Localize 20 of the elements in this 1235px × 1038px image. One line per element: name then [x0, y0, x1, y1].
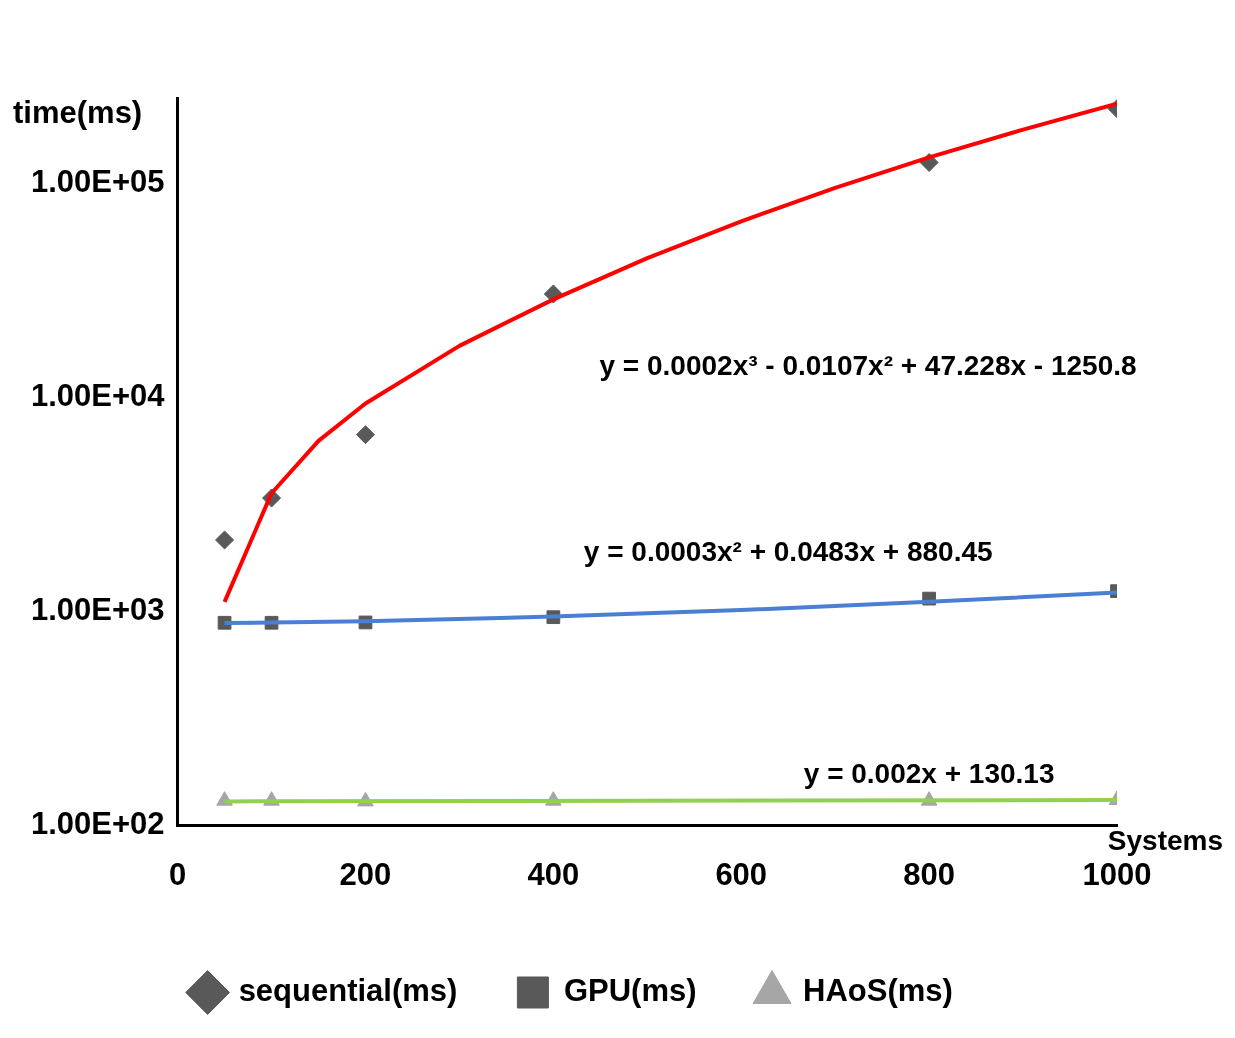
- annotation: y = 0.0003x² + 0.0483x + 880.45: [583, 536, 993, 568]
- y-axis-title: time(ms): [13, 95, 143, 131]
- point: [215, 530, 235, 550]
- x-tick-label: 400: [527, 856, 580, 892]
- annotation: y = 0.002x + 130.13: [803, 757, 1055, 789]
- annotation: y = 0.0002x³ - 0.0107x² + 47.228x - 1250.8: [599, 350, 1137, 381]
- y-tick-label: 1.00E+05: [30, 163, 165, 199]
- point: [355, 425, 375, 445]
- legend-label: sequential(ms): [238, 973, 458, 1009]
- x-tick-label: 800: [903, 856, 955, 892]
- x-tick-label: 1000: [1082, 856, 1152, 892]
- y-tick-label: 1.00E+02: [30, 806, 165, 842]
- y-tick-label: 1.00E+03: [30, 592, 165, 628]
- x-tick-label: 200: [339, 856, 392, 892]
- legend-label: HAoS(ms): [803, 973, 953, 1009]
- y-tick-label: 1.00E+04: [30, 377, 166, 413]
- x-axis-title: Systems: [1107, 824, 1223, 856]
- x-tick-label: 600: [715, 856, 768, 892]
- legend-label: GPU(ms): [563, 973, 697, 1009]
- x-tick-label: 0: [168, 856, 187, 892]
